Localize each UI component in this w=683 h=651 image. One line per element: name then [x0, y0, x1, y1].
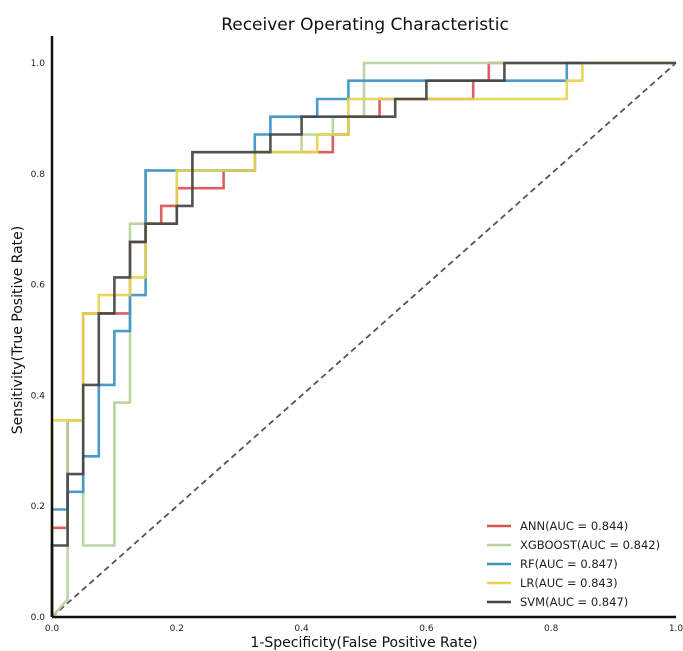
plot-area [50, 61, 677, 618]
y-tick-label: 1.0 [31, 59, 46, 69]
x-tick-label: 0.8 [544, 624, 559, 634]
x-tick-label: 0.6 [419, 624, 434, 634]
x-tick-label: 0.2 [170, 624, 184, 634]
legend-entry: XGBOOST(AUC = 0.842) [520, 538, 660, 552]
y-axis-label: Sensitivity(True Positive Rate) [10, 226, 26, 435]
legend-entry: SVM(AUC = 0.847) [520, 595, 628, 609]
roc-line-lr [50, 61, 676, 617]
diagonal-reference-line [51, 62, 677, 618]
y-tick-label: 0.6 [31, 281, 46, 291]
roc-line-svm [50, 61, 676, 617]
y-tick-label: 0.2 [31, 502, 45, 512]
x-tick-labels: 0.0 0.2 0.4 0.6 0.8 1.0 [45, 624, 683, 634]
y-tick-label: 0.4 [31, 391, 46, 401]
x-tick-label: 1.0 [669, 624, 683, 634]
y-tick-label: 0.8 [31, 170, 46, 180]
x-tick-label: 0.4 [294, 624, 309, 634]
legend-entry: LR(AUC = 0.843) [520, 576, 618, 590]
x-axis-label: 1-Specificity(False Positive Rate) [250, 635, 477, 651]
chart-title: Receiver Operating Characteristic [221, 15, 509, 35]
x-tick-label: 0.0 [45, 624, 60, 634]
y-tick-labels: 0.0 0.2 0.4 0.6 0.8 1.0 [31, 59, 46, 623]
legend: ANN(AUC = 0.844) XGBOOST(AUC = 0.842) RF(A… [487, 519, 660, 609]
legend-entry: ANN(AUC = 0.844) [520, 519, 628, 533]
y-tick-label: 0.0 [31, 613, 46, 623]
legend-entry: RF(AUC = 0.847) [520, 557, 618, 571]
